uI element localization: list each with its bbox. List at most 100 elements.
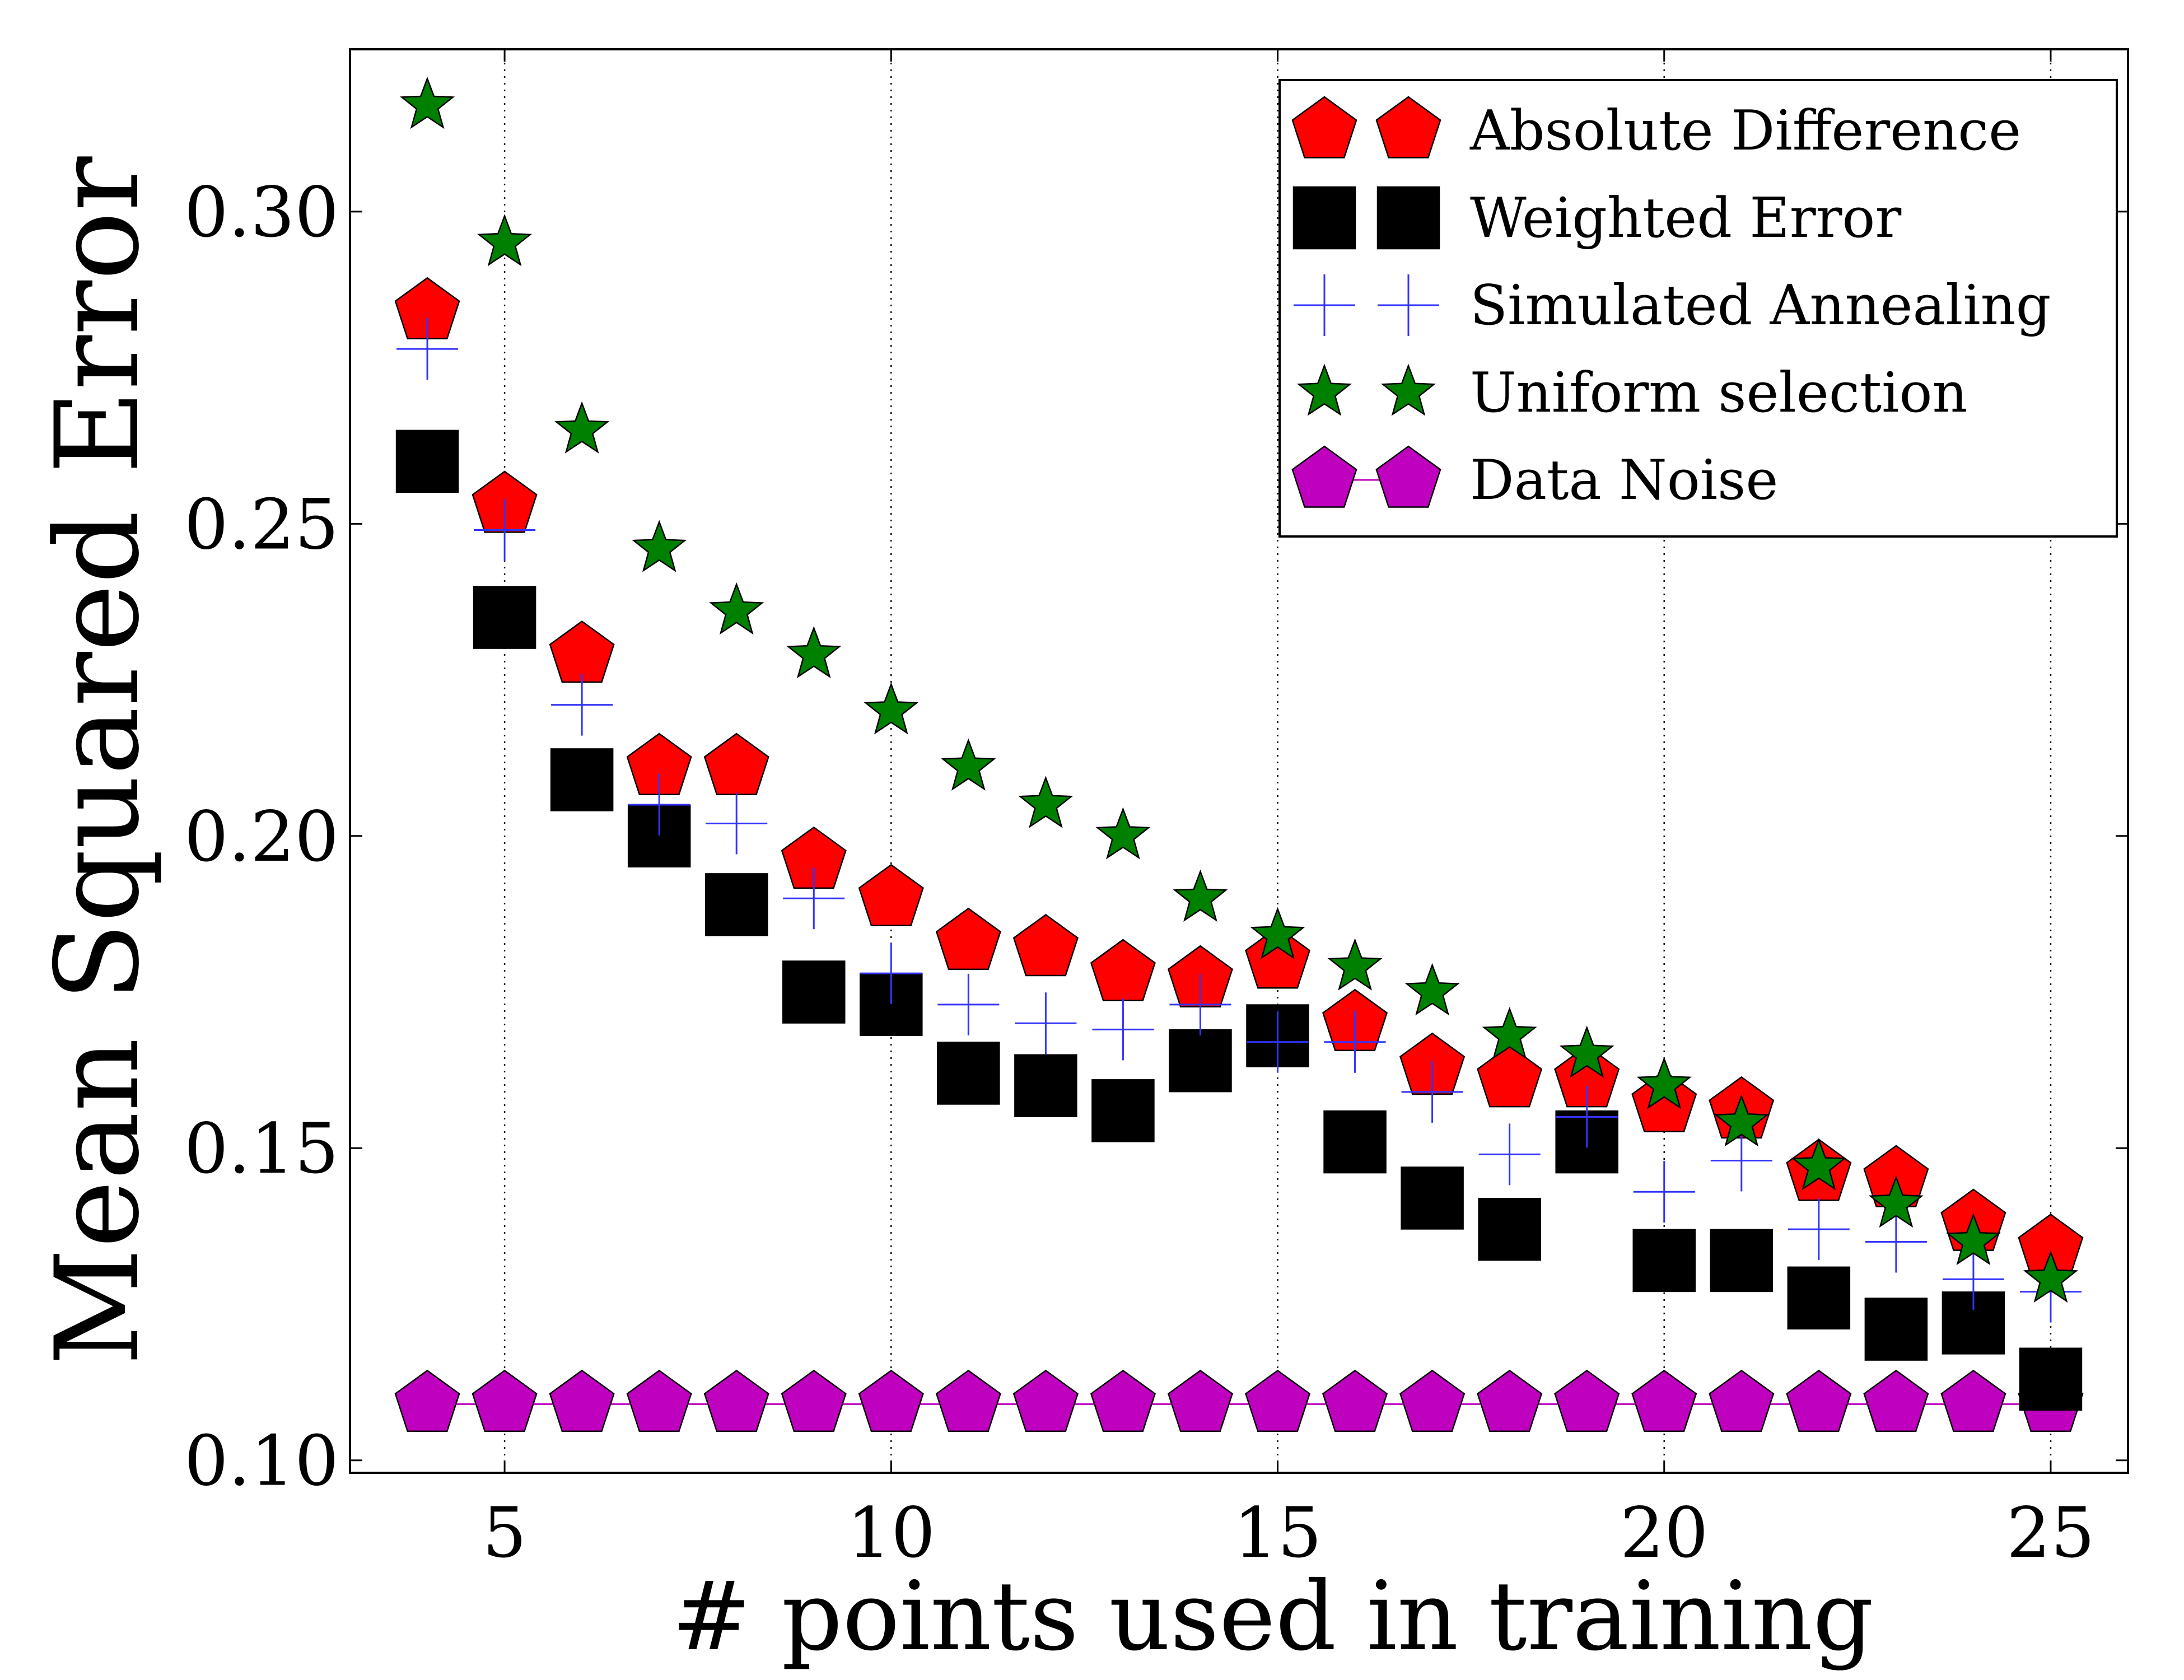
data-noise-point [1863,1369,1929,1432]
absolute-difference-point [1631,1070,1697,1132]
y-tick-label: 0.15 [184,1109,339,1189]
legend: Absolute Difference Weighted Error Simulat… [1278,79,2118,538]
data-noise-point [472,1369,538,1432]
weighted-error-point [1014,1054,1077,1118]
legend-entry-absolute-difference: Absolute Difference [1291,96,2021,163]
simulated-annealing-point [1478,1123,1541,1186]
legend-marker [1380,363,1436,416]
uniform-selection-point [1791,1138,1846,1191]
weighted-error-point [550,748,614,811]
plot-frame [349,48,2129,1474]
legend-entry-weighted-error: Weighted Error [1292,186,1901,250]
x-axis-title: # points used in training [671,1561,1874,1672]
weighted-error-point [1091,1079,1155,1142]
simulated-annealing-point [1324,1011,1386,1073]
uniform-selection-point [1636,1057,1692,1109]
simulated-annealing-point [706,792,768,855]
data-noise-point [1012,1369,1079,1432]
legend-marker [1375,96,1441,158]
simulated-annealing-point [1015,992,1077,1054]
simulated-annealing-point [1788,1198,1850,1261]
data-noise-point [1940,1369,2006,1432]
simulated-annealing-point [628,774,690,836]
legend-marker [1375,445,1441,508]
simulated-annealing-point [1633,1161,1695,1223]
weighted-error-point [1323,1110,1387,1174]
uniform-selection-point [400,76,455,129]
legend-label: Weighted Error [1470,186,1901,250]
data-noise-point [1786,1369,1852,1432]
legend-label: Data Noise [1470,449,1778,512]
weighted-error-point [1401,1166,1464,1230]
weighted-error-point [1787,1266,1851,1330]
uniform-selection-point [1404,963,1460,1016]
y-tick-label: 0.30 [184,172,339,253]
legend-entry-data-noise: Data Noise [1291,445,1778,512]
uniform-selection-point [1173,869,1228,922]
absolute-difference-point [935,907,1001,970]
absolute-difference-point [1245,926,1311,989]
uniform-selection-point [554,401,610,454]
uniform-selection-point [786,626,842,679]
y-tick-label: 0.20 [184,797,339,878]
legend-entry-simulated-annealing: Simulated Annealing [1294,274,2051,338]
weighted-error-point [395,430,459,493]
simulated-annealing-point [396,318,459,380]
simulated-annealing-point [1865,1211,1927,1273]
data-noise-point [549,1369,615,1432]
simulated-annealing-point [1556,1086,1618,1148]
uniform-selection-point [1095,807,1151,860]
legend-marker [1376,186,1440,250]
legend-marker [1378,274,1439,336]
absolute-difference-point [1090,939,1156,1001]
x-tick-label: 10 [847,1493,935,1574]
uniform-selection-point [632,520,687,572]
simulated-annealing-point [1169,973,1231,1035]
absolute-difference-point [858,864,924,927]
legend-marker [1291,96,1357,158]
x-tick-label: 15 [1234,1493,1322,1574]
legend-marker [1291,445,1357,508]
x-tick-label: 25 [2006,1493,2095,1574]
data-noise-point [1554,1369,1620,1432]
data-noise-point [703,1369,769,1432]
uniform-selection-point [477,214,533,267]
data-noise-point [1477,1369,1543,1432]
y-axis-title: Mean Squared Error [31,156,165,1365]
absolute-difference-point [1012,913,1079,977]
simulated-annealing-point [1710,1130,1772,1192]
weighted-error-point [860,973,923,1037]
uniform-selection-point [1559,1025,1614,1078]
ticks-layer: 5 10 15 20 25 0.10 0.15 0.20 0.25 0.30 [184,49,2128,1574]
simulated-annealing-point [474,499,536,561]
weighted-error-point [1710,1229,1774,1292]
uniform-selection-point [709,582,764,635]
absolute-difference-point [703,732,769,795]
series-data-noise [394,1369,2084,1432]
data-noise-point [626,1369,692,1432]
simulated-annealing-point [551,674,613,736]
weighted-error-point [1632,1229,1696,1292]
y-tick-label: 0.10 [184,1421,339,1502]
absolute-difference-point [1477,1045,1543,1108]
data-noise-point [1245,1369,1311,1432]
data-noise-point [1167,1369,1233,1432]
simulated-annealing-point [783,867,845,930]
weighted-error-point [937,1042,1000,1105]
legend-marker [1296,363,1352,416]
uniform-selection-point [864,682,919,735]
series-weighted-error [395,430,2083,1411]
uniform-selection-point [1482,1007,1537,1060]
uniform-selection-point [1868,1175,1924,1228]
weighted-error-point [1169,1029,1232,1093]
data-noise-point [1322,1369,1388,1432]
data-noise-point [1090,1369,1156,1432]
x-tick-label: 5 [483,1493,527,1574]
uniform-selection-point [941,738,996,791]
simulated-annealing-point [1247,1011,1309,1073]
data-noise-point [858,1369,924,1432]
legend-entry-uniform-selection: Uniform selection [1296,361,1968,425]
series-simulated-annealing [396,318,2082,1323]
y-tick-label: 0.25 [184,484,339,565]
legend-marker [1294,274,1355,336]
